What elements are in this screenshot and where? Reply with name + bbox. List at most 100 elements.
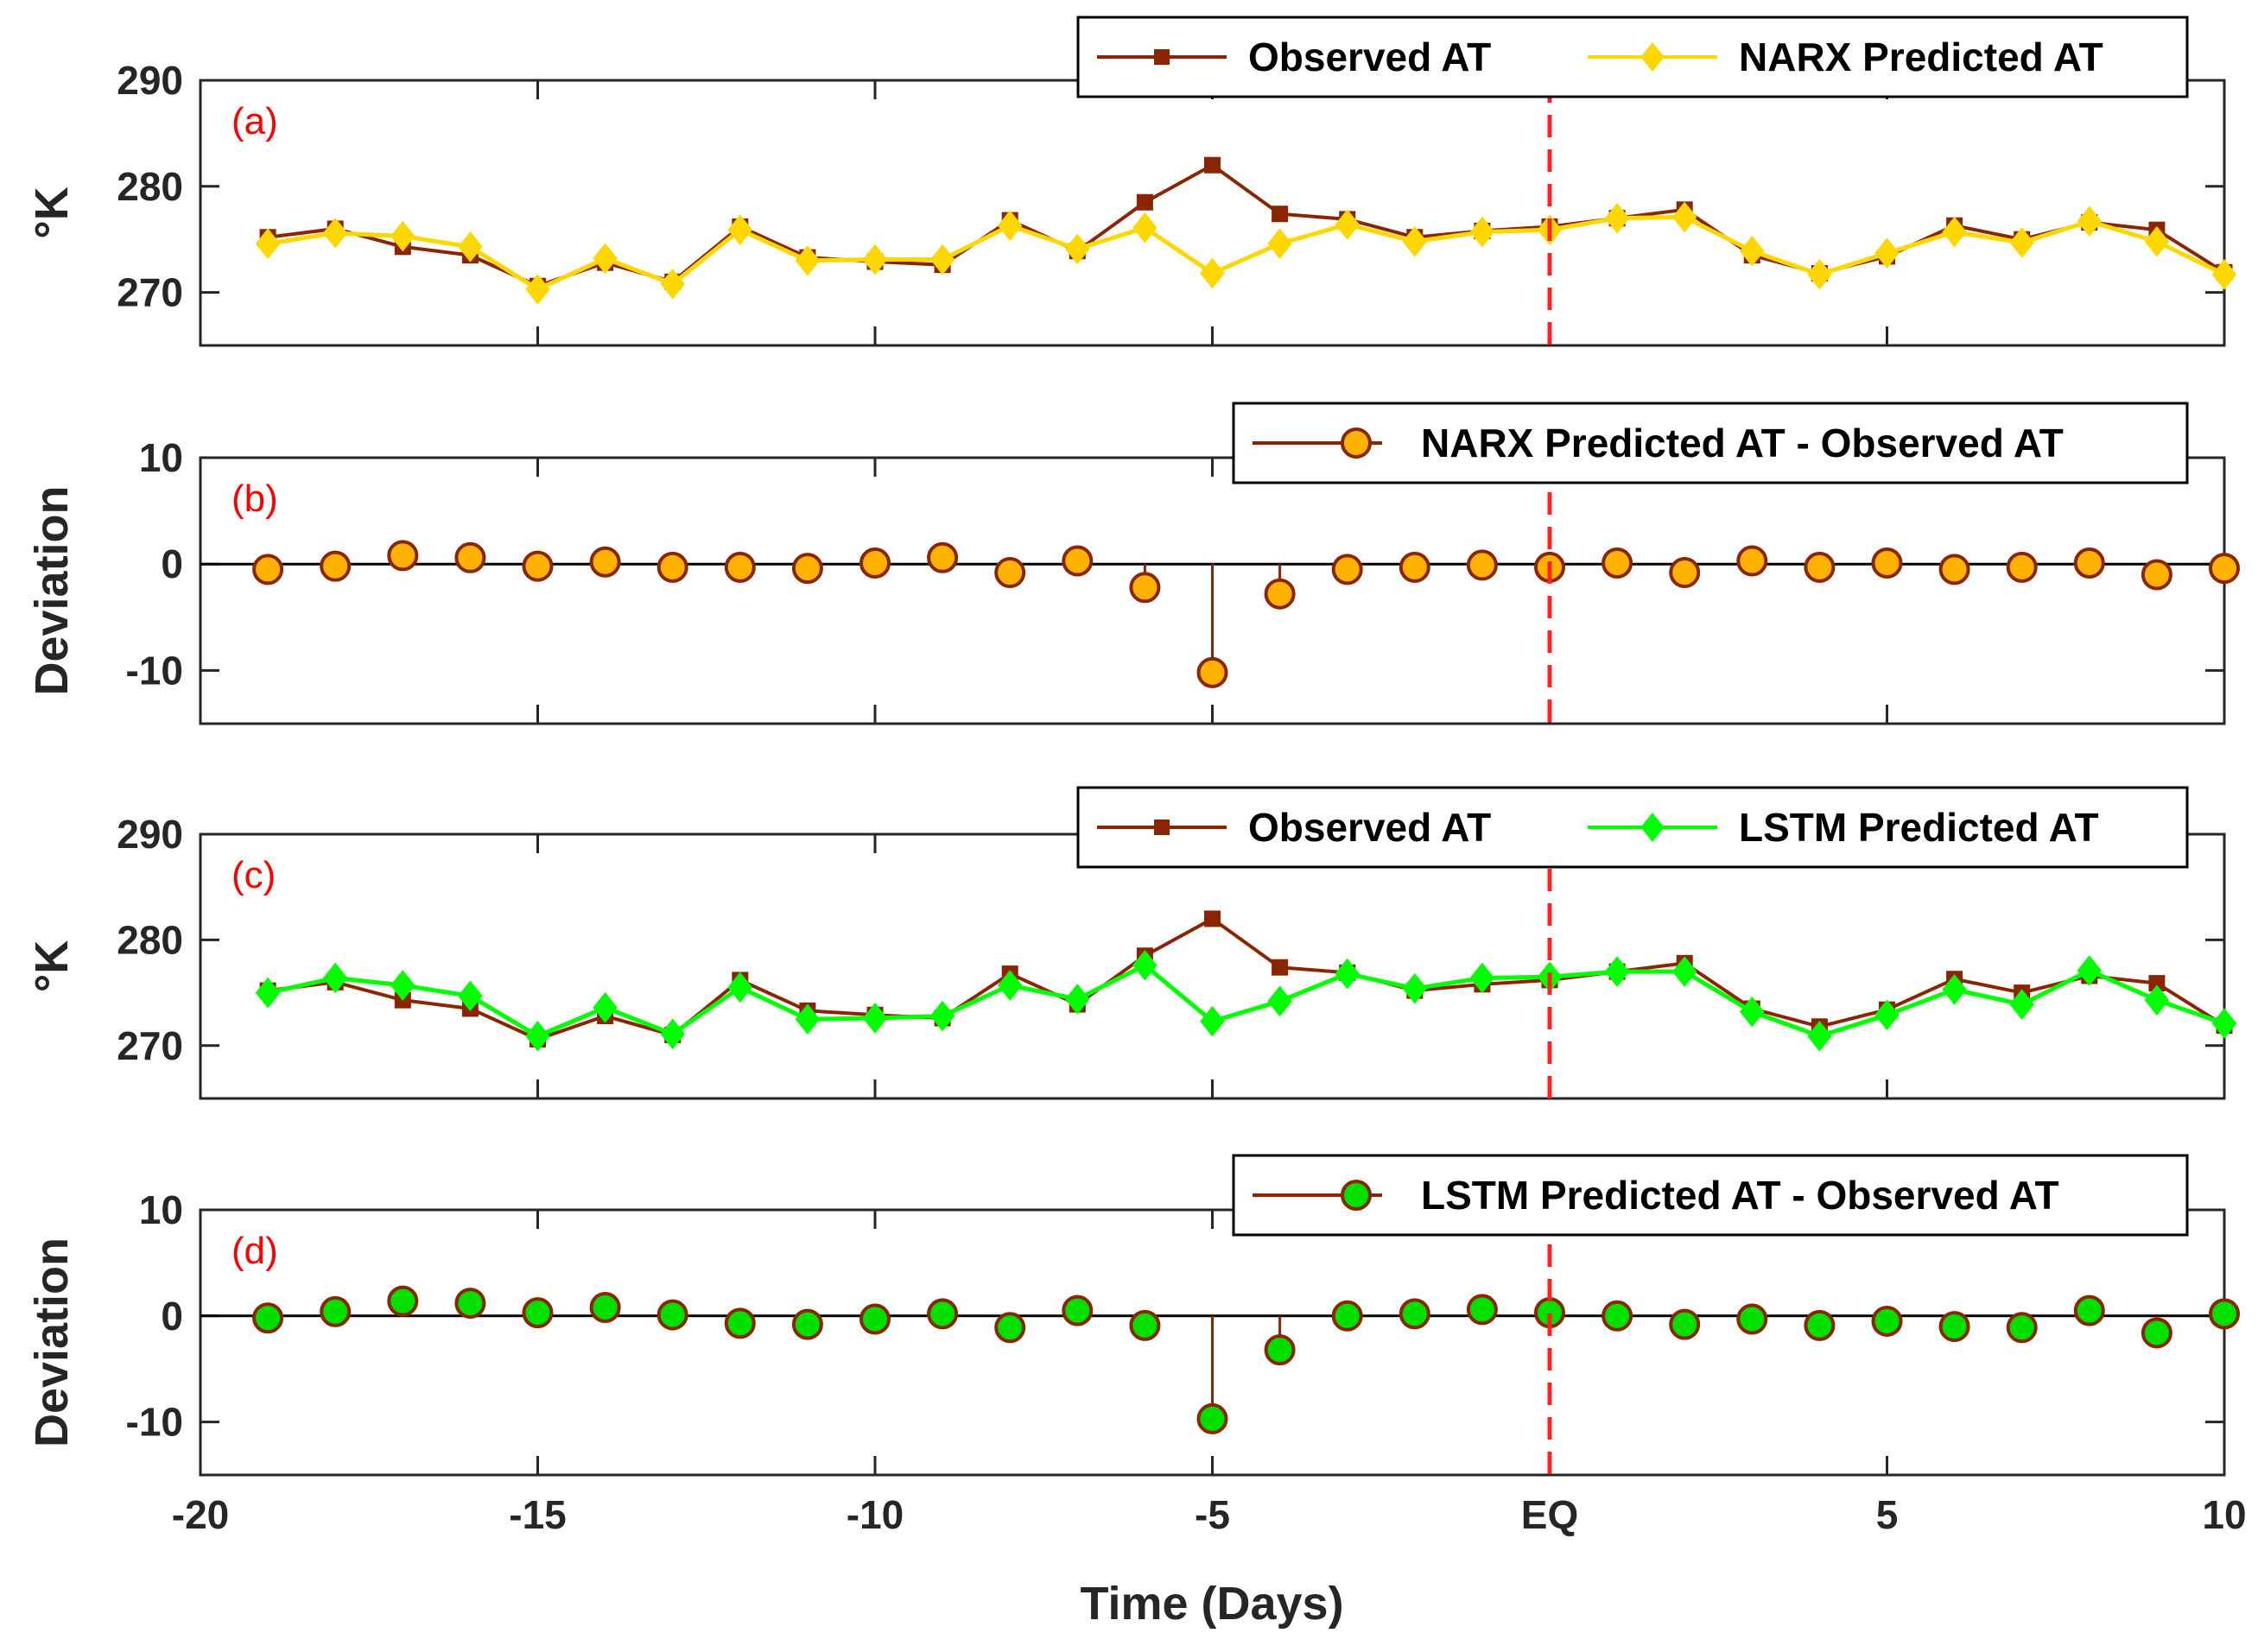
data-point [994,1312,1026,1344]
data-point [1604,202,1630,234]
data-point [1874,999,1900,1031]
data-point [2006,1312,2038,1344]
x-axis-label: Time (Days) [1080,1578,1343,1630]
legend-box [1232,1154,2189,1237]
data-point [791,1308,823,1340]
data-point [2144,984,2170,1016]
series-narx-predicted-at [255,201,2237,305]
data-point [454,541,486,573]
data-point [1604,956,1630,987]
x-tick-label: 10 [2202,1492,2246,1537]
series-lstm-predicted-at-observed-at [252,1285,2240,1434]
data-point [1466,549,1498,581]
legend: LSTM Predicted AT - Observed AT [1232,1154,2189,1237]
data-point [454,1288,486,1320]
data-point [1272,959,1289,976]
data-point [994,557,1026,589]
x-tick-label: -5 [1195,1492,1230,1537]
y-tick-label: 270 [117,270,183,315]
data-point [2073,547,2105,579]
data-point [2144,225,2170,257]
data-point [320,550,352,582]
data-point [1331,554,1363,585]
legend: NARX Predicted AT - Observed AT [1232,402,2189,484]
legend-label: Observed AT [1248,805,1491,850]
panel-c: 270 280 290 °K (c) Observed AT LSTM Predicted … [26,786,2237,1100]
data-point [593,243,618,275]
y-tick-label: -10 [126,1400,183,1445]
data-point [1196,656,1228,688]
data-point [1402,972,1428,1004]
data-point [656,551,688,583]
data-point [2009,989,2034,1020]
data-point [927,1298,959,1330]
data-point [1062,545,1094,577]
data-point [255,228,281,259]
data-point [1204,910,1221,927]
data-point [593,991,618,1023]
y-axis-label: Deviation [26,485,78,695]
data-point [795,244,821,276]
x-tick-label: EQ [1521,1492,1578,1537]
series-line [267,916,2226,1041]
data-point [1272,206,1289,223]
y-tick-label: 10 [139,1187,183,1232]
data-point [1335,209,1360,240]
panel-label: (a) [232,100,278,142]
data-point [1804,1309,1836,1341]
data-point [387,1285,419,1317]
data-point [1062,1294,1094,1326]
data-point [1671,201,1697,233]
data-point [387,540,419,572]
data-point [390,970,415,1001]
x-tick-label: -15 [509,1492,566,1537]
data-point [1331,1300,1363,1332]
data-point [1736,1303,1768,1335]
data-point [1938,554,1970,585]
data-point [2209,553,2240,585]
data-point [1466,1294,1498,1326]
y-tick-label: 0 [161,541,183,586]
data-point [1740,235,1765,267]
data-point [252,554,284,585]
data-point [1807,1020,1832,1052]
data-point [320,1295,352,1327]
data-point [522,1297,554,1329]
data-point [322,962,348,994]
legend-marker [1341,427,1372,459]
legend-label: LSTM Predicted AT [1739,805,2099,850]
data-point [2009,227,2034,258]
y-tick-label: 270 [117,1023,183,1068]
panels: 270 280 290 °K (a) Observed AT NARX Predicted … [26,16,2247,1537]
data-point [1264,578,1296,610]
panel-label: (c) [232,854,276,896]
data-point [1196,1402,1228,1434]
legend-label: LSTM Predicted AT - Observed AT [1421,1173,2059,1218]
legend-marker [1154,49,1170,65]
data-point [525,1020,550,1052]
data-point [522,550,554,582]
data-point [2077,206,2103,237]
data-point [791,553,823,585]
legend-box [1232,402,2189,484]
legend-label: Observed AT [1248,35,1491,79]
y-tick-label: 280 [117,917,183,962]
panel-b: -10 0 10 Deviation (b) NARX Predicted AT - Ob… [26,402,2240,725]
data-point [1402,225,1428,257]
data-point [2006,551,2038,583]
series-line [267,214,2226,292]
data-point [1200,257,1225,289]
data-point [929,244,955,275]
data-point [1938,1311,1970,1343]
y-tick-label: 280 [117,164,183,209]
data-point [1871,1305,1903,1337]
legend-marker [1640,42,1665,72]
data-point [660,1018,685,1050]
data-point [2141,1317,2172,1349]
x-tick-label: -10 [847,1492,904,1537]
data-point [1267,228,1292,259]
data-point [589,1291,621,1323]
data-point [727,214,753,245]
data-point [2209,1298,2240,1330]
